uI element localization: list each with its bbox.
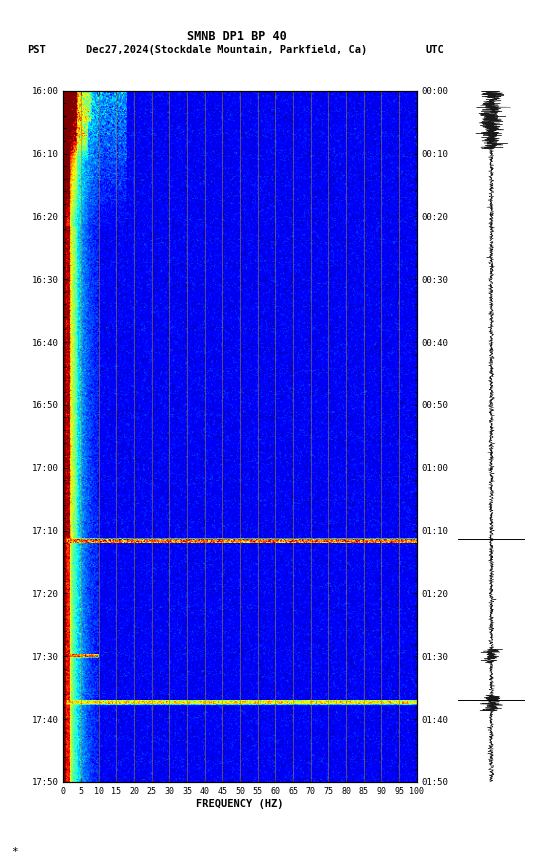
Text: PST: PST (28, 45, 46, 55)
Text: Dec27,2024(Stockdale Mountain, Parkfield, Ca): Dec27,2024(Stockdale Mountain, Parkfield… (86, 45, 367, 55)
X-axis label: FREQUENCY (HZ): FREQUENCY (HZ) (197, 798, 284, 809)
Text: UTC: UTC (425, 45, 444, 55)
Text: *: * (11, 848, 18, 857)
Text: SMNB DP1 BP 40: SMNB DP1 BP 40 (188, 30, 287, 43)
